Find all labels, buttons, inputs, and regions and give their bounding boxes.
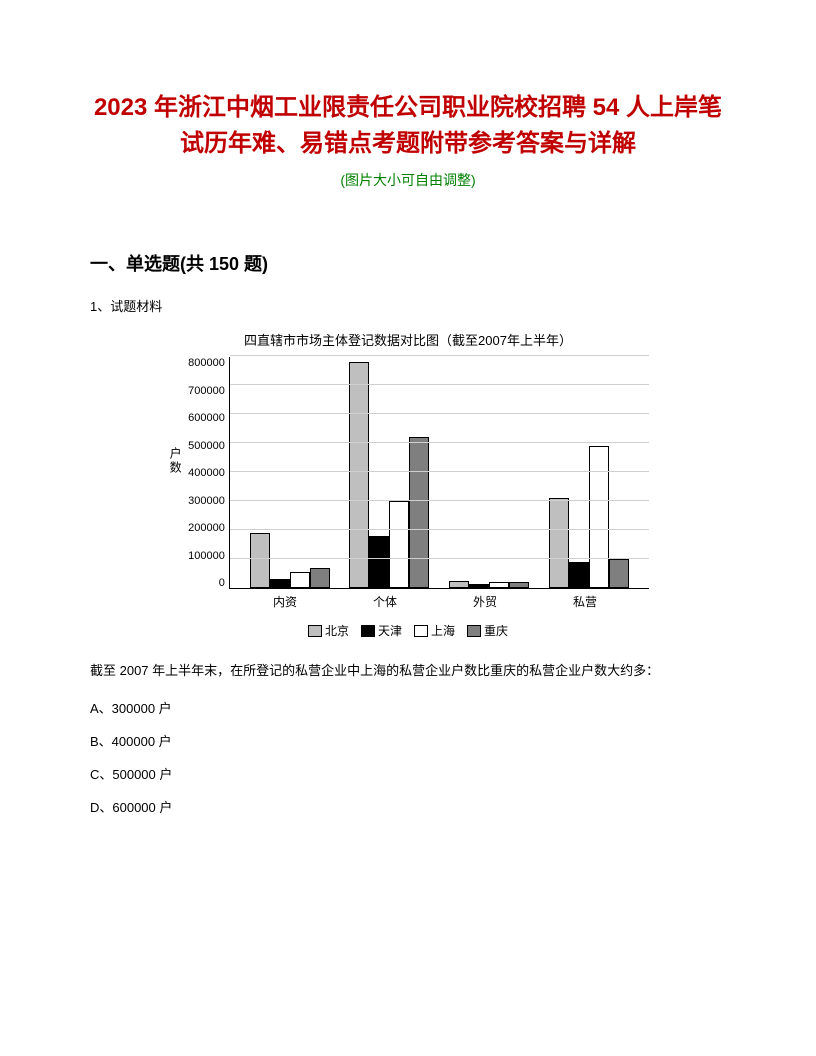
x-label: 内资 bbox=[243, 593, 327, 610]
section-header: 一、单选题(共 150 题) bbox=[90, 250, 726, 276]
y-tick: 0 bbox=[219, 577, 225, 589]
legend-swatch bbox=[467, 625, 481, 637]
legend-swatch bbox=[414, 625, 428, 637]
gridline bbox=[230, 355, 649, 356]
gridline bbox=[230, 413, 649, 414]
option-a: A、300000 户 bbox=[90, 698, 726, 717]
bar bbox=[449, 581, 469, 588]
chart-container: 四直辖市市场主体登记数据对比图（截至2007年上半年） 户数 800000 700… bbox=[148, 330, 668, 639]
legend-item: 北京 bbox=[308, 622, 349, 639]
legend-label: 上海 bbox=[431, 622, 455, 639]
y-axis-ticks: 800000 700000 600000 500000 400000 300000 2000… bbox=[188, 357, 229, 589]
y-tick: 500000 bbox=[188, 440, 225, 452]
legend-swatch bbox=[361, 625, 375, 637]
gridline bbox=[230, 558, 649, 559]
gridline bbox=[230, 471, 649, 472]
bar-group bbox=[347, 362, 431, 588]
bar bbox=[489, 582, 509, 588]
bar bbox=[569, 562, 589, 588]
legend-label: 北京 bbox=[325, 622, 349, 639]
chart-title: 四直辖市市场主体登记数据对比图（截至2007年上半年） bbox=[244, 330, 572, 349]
y-tick: 300000 bbox=[188, 495, 225, 507]
option-c: C、500000 户 bbox=[90, 764, 726, 783]
legend-item: 重庆 bbox=[467, 622, 508, 639]
option-b: B、400000 户 bbox=[90, 731, 726, 750]
y-axis-label: 户数 bbox=[167, 447, 184, 475]
bar bbox=[369, 536, 389, 588]
y-tick: 100000 bbox=[188, 550, 225, 562]
gridline bbox=[230, 529, 649, 530]
bar-groups bbox=[230, 357, 649, 588]
y-tick: 700000 bbox=[188, 385, 225, 397]
bar-group bbox=[547, 446, 631, 588]
x-axis-labels: 内资个体外贸私营 bbox=[225, 589, 645, 610]
bar bbox=[409, 437, 429, 588]
chart-body: 户数 800000 700000 600000 500000 400000 300000 2… bbox=[167, 357, 649, 589]
bar bbox=[349, 362, 369, 588]
y-tick: 600000 bbox=[188, 412, 225, 424]
x-label: 个体 bbox=[343, 593, 427, 610]
x-label: 外贸 bbox=[443, 593, 527, 610]
bar bbox=[250, 533, 270, 588]
legend-item: 天津 bbox=[361, 622, 402, 639]
page-subtitle: (图片大小可自由调整) bbox=[90, 170, 726, 190]
bar bbox=[310, 568, 330, 588]
question-text: 截至 2007 年上半年末，在所登记的私营企业中上海的私营企业户数比重庆的私营企… bbox=[90, 659, 726, 684]
legend-label: 重庆 bbox=[484, 622, 508, 639]
question-label: 1、试题材料 bbox=[90, 296, 726, 315]
bar bbox=[589, 446, 609, 588]
legend-label: 天津 bbox=[378, 622, 402, 639]
legend-item: 上海 bbox=[414, 622, 455, 639]
gridline bbox=[230, 384, 649, 385]
bar bbox=[549, 498, 569, 588]
chart-legend: 北京 天津 上海 重庆 bbox=[308, 622, 508, 639]
x-label: 私营 bbox=[543, 593, 627, 610]
bar bbox=[290, 572, 310, 588]
bar bbox=[609, 559, 629, 588]
legend-swatch bbox=[308, 625, 322, 637]
bar bbox=[509, 582, 529, 588]
page-title: 2023 年浙江中烟工业限责任公司职业院校招聘 54 人上岸笔试历年难、易错点考… bbox=[90, 90, 726, 162]
y-tick: 400000 bbox=[188, 467, 225, 479]
option-d: D、600000 户 bbox=[90, 797, 726, 816]
bar-group bbox=[447, 581, 531, 588]
bar bbox=[469, 584, 489, 588]
bar bbox=[389, 501, 409, 588]
bar bbox=[270, 579, 290, 588]
plot-area bbox=[229, 357, 649, 589]
gridline bbox=[230, 442, 649, 443]
y-tick: 800000 bbox=[188, 357, 225, 369]
gridline bbox=[230, 500, 649, 501]
bar-group bbox=[248, 533, 332, 588]
y-tick: 200000 bbox=[188, 522, 225, 534]
